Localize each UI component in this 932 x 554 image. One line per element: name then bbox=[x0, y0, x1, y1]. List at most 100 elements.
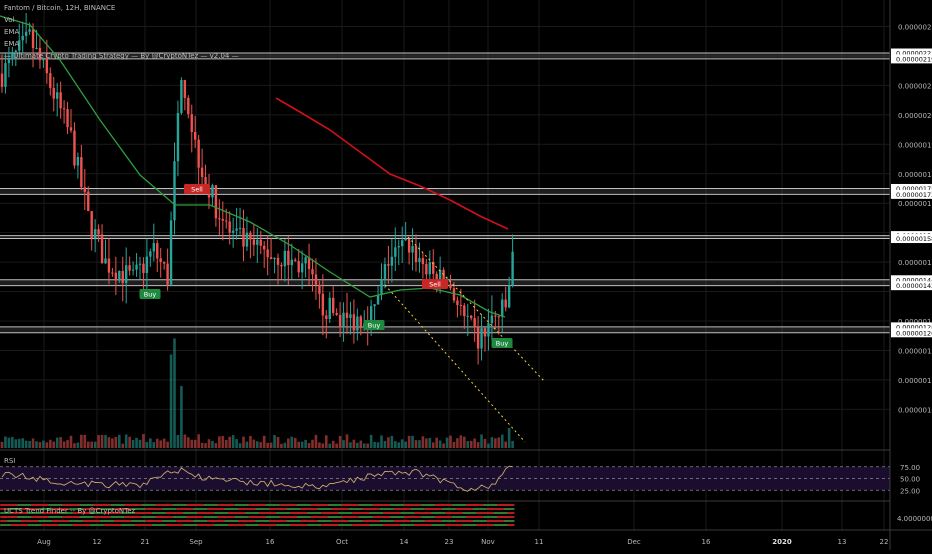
trend-finder-cell bbox=[203, 516, 208, 518]
volume-bar bbox=[124, 434, 128, 448]
trend-finder-cell bbox=[459, 508, 463, 510]
candle-body bbox=[107, 258, 111, 273]
trend-finder-cell bbox=[372, 512, 377, 514]
trend-finder-cell bbox=[445, 508, 449, 510]
trend-finder-cell bbox=[38, 524, 42, 526]
trend-finder-cell bbox=[62, 512, 66, 514]
trend-finder-cell bbox=[383, 520, 387, 522]
trend-finder-cell bbox=[472, 516, 477, 518]
trend-finder-cell bbox=[107, 508, 111, 510]
trend-finder-cell bbox=[10, 524, 15, 526]
volume-bar bbox=[266, 442, 269, 448]
volume-bar bbox=[359, 440, 363, 448]
trend-finder-cell bbox=[417, 520, 422, 522]
trend-finder-cell bbox=[510, 516, 515, 518]
trend-finder-cell bbox=[310, 520, 315, 522]
trend-finder-cell bbox=[207, 512, 211, 514]
ema-indicator-label-2[interactable]: EMA bbox=[4, 40, 20, 48]
trend-finder-cell bbox=[341, 516, 346, 518]
trend-finder-cell bbox=[31, 524, 35, 526]
trend-finder-cell bbox=[131, 520, 135, 522]
strategy-indicator-label[interactable]: — Ultimate Crypto Trading Strategy — By … bbox=[4, 52, 239, 60]
trend-finder-cell bbox=[345, 512, 349, 514]
candle-body bbox=[235, 228, 238, 231]
trend-finder-cell bbox=[293, 512, 298, 514]
trend-finder-cell bbox=[41, 524, 46, 526]
trend-finder-cell bbox=[134, 516, 139, 518]
trend-finder-cell bbox=[103, 516, 108, 518]
trend-finder-cell bbox=[493, 524, 498, 526]
volume-bar bbox=[166, 441, 169, 448]
trend-finder-cell bbox=[134, 524, 139, 526]
trend-finder-cell bbox=[334, 508, 339, 510]
trend-finder-cell bbox=[369, 524, 373, 526]
volume-bar bbox=[193, 439, 197, 448]
candle-body bbox=[245, 232, 249, 247]
candle-body bbox=[28, 29, 31, 32]
trend-finder-cell bbox=[148, 508, 153, 510]
buy-signal-label: Buy bbox=[496, 340, 509, 348]
candle-body bbox=[318, 284, 321, 294]
price-tick-label: 0.00000230 bbox=[898, 24, 932, 32]
rsi-pane-label[interactable]: RSI bbox=[4, 457, 16, 465]
candle-body bbox=[97, 229, 100, 235]
trend-finder-cell bbox=[96, 520, 101, 522]
price-tick-label: 0.00000200 bbox=[898, 112, 932, 120]
trend-finder-cell bbox=[486, 508, 491, 510]
volume-bar bbox=[404, 441, 407, 448]
trend-finder-cell bbox=[203, 512, 208, 514]
symbol-title[interactable]: Fantom / Bitcoin, 12H, BINANCE bbox=[4, 4, 116, 12]
trend-finder-cell bbox=[241, 504, 246, 506]
trend-finder-cell bbox=[400, 508, 404, 510]
candle-body bbox=[42, 58, 45, 61]
trend-finder-cell bbox=[55, 520, 59, 522]
trend-finder-cell bbox=[7, 516, 11, 518]
trend-finder-cell bbox=[134, 504, 139, 506]
trend-finder-pane-label[interactable]: UCTS Trend Finder -- By @CryptoNTez bbox=[4, 507, 136, 515]
volume-bar bbox=[345, 434, 349, 448]
ema-indicator-label[interactable]: EMA bbox=[4, 28, 20, 36]
trend-finder-cell bbox=[338, 512, 342, 514]
price-tick-label: 0.00000190 bbox=[898, 141, 932, 149]
trend-finder-cell bbox=[279, 508, 284, 510]
candle-body bbox=[162, 261, 166, 264]
trend-finder-cell bbox=[34, 504, 39, 506]
candle-body bbox=[425, 264, 428, 275]
trend-finder-cell bbox=[396, 508, 401, 510]
price-tick-label: 0.00000170 bbox=[898, 200, 932, 208]
candle-body bbox=[369, 306, 373, 328]
trend-finder-cell bbox=[338, 524, 342, 526]
volume-bar bbox=[97, 435, 100, 448]
volume-bar bbox=[397, 442, 401, 448]
volume-bar bbox=[380, 435, 383, 448]
trend-finder-cell bbox=[362, 512, 367, 514]
volume-bar bbox=[418, 440, 421, 448]
trend-finder-cell bbox=[48, 508, 53, 510]
trend-finder-cell bbox=[372, 520, 377, 522]
trend-finder-cell bbox=[41, 516, 46, 518]
trend-finder-cell bbox=[303, 524, 308, 526]
trend-finder-cell bbox=[252, 512, 256, 514]
trend-finder-cell bbox=[424, 504, 429, 506]
candle-body bbox=[387, 264, 390, 266]
trend-finder-cell bbox=[217, 520, 222, 522]
trend-finder-cell bbox=[127, 512, 132, 514]
trend-finder-cell bbox=[193, 508, 197, 510]
trend-finder-cell bbox=[424, 524, 429, 526]
trend-finder-cell bbox=[248, 512, 253, 514]
trend-finder-cell bbox=[445, 516, 449, 518]
trend-finder-cell bbox=[27, 516, 32, 518]
trend-finder-cell bbox=[162, 524, 166, 526]
trend-finder-cell bbox=[317, 512, 322, 514]
trend-finder-cell bbox=[410, 516, 415, 518]
candle-body bbox=[459, 304, 463, 306]
trend-finder-cell bbox=[272, 508, 277, 510]
candle-body bbox=[242, 227, 245, 247]
volume-indicator-label[interactable]: Vol bbox=[4, 16, 15, 24]
candle-body bbox=[432, 262, 435, 274]
price-tick-label: 0.00000120 bbox=[898, 347, 932, 355]
trend-finder-cell bbox=[421, 504, 425, 506]
trend-finder-cell bbox=[452, 524, 456, 526]
trend-finder-cell bbox=[248, 516, 253, 518]
